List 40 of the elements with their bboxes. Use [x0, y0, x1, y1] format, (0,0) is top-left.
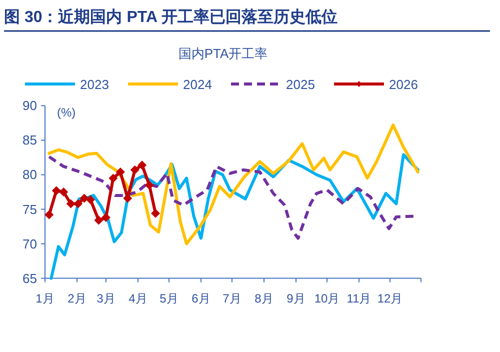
- point: [130, 165, 140, 174]
- point: [80, 194, 89, 203]
- y-axis-title: (%): [57, 106, 76, 120]
- point: [52, 186, 61, 196]
- x-tick-label: 11月: [346, 291, 372, 306]
- y-tick-label: 80: [22, 167, 37, 182]
- chart-title: 图 30：近期国内 PTA 开工率已回落至历史低位: [4, 7, 338, 26]
- x-tick-label: 10月: [314, 291, 340, 306]
- chart-subtitle: 国内PTA开工率: [178, 46, 268, 61]
- y-tick-label: 75: [22, 202, 37, 217]
- point: [138, 160, 147, 170]
- x-tick-label: 12月: [377, 291, 403, 306]
- y-tick-label: 65: [22, 270, 37, 286]
- point: [74, 199, 83, 208]
- point: [108, 174, 118, 183]
- legend-label: 2026: [389, 77, 418, 92]
- legend-label: 2024: [183, 77, 212, 92]
- legend-label: 2025: [286, 77, 315, 92]
- point: [144, 180, 154, 190]
- x-tick-label: 6月: [192, 291, 210, 306]
- y-tick-label: 70: [22, 236, 37, 252]
- x-tick-label: 1月: [36, 291, 54, 306]
- point: [59, 188, 68, 196]
- x-tick-label: 4月: [128, 291, 148, 306]
- x-tick-label: 7月: [222, 291, 242, 306]
- point: [86, 195, 95, 204]
- point: [44, 210, 54, 220]
- point: [101, 213, 110, 222]
- point: [116, 167, 125, 176]
- point: [94, 216, 104, 225]
- x-tick-label: 8月: [254, 291, 274, 306]
- y-tick-label: 85: [22, 132, 37, 148]
- legend-label: 2023: [80, 77, 109, 92]
- x-tick-label: 2月: [68, 291, 86, 306]
- x-tick-label: 5月: [160, 291, 178, 306]
- y-tick-label: 90: [22, 98, 37, 114]
- x-tick-label: 9月: [286, 291, 306, 306]
- point: [151, 208, 160, 218]
- line-series: [48, 124, 420, 246]
- x-tick-label: 3月: [96, 291, 116, 306]
